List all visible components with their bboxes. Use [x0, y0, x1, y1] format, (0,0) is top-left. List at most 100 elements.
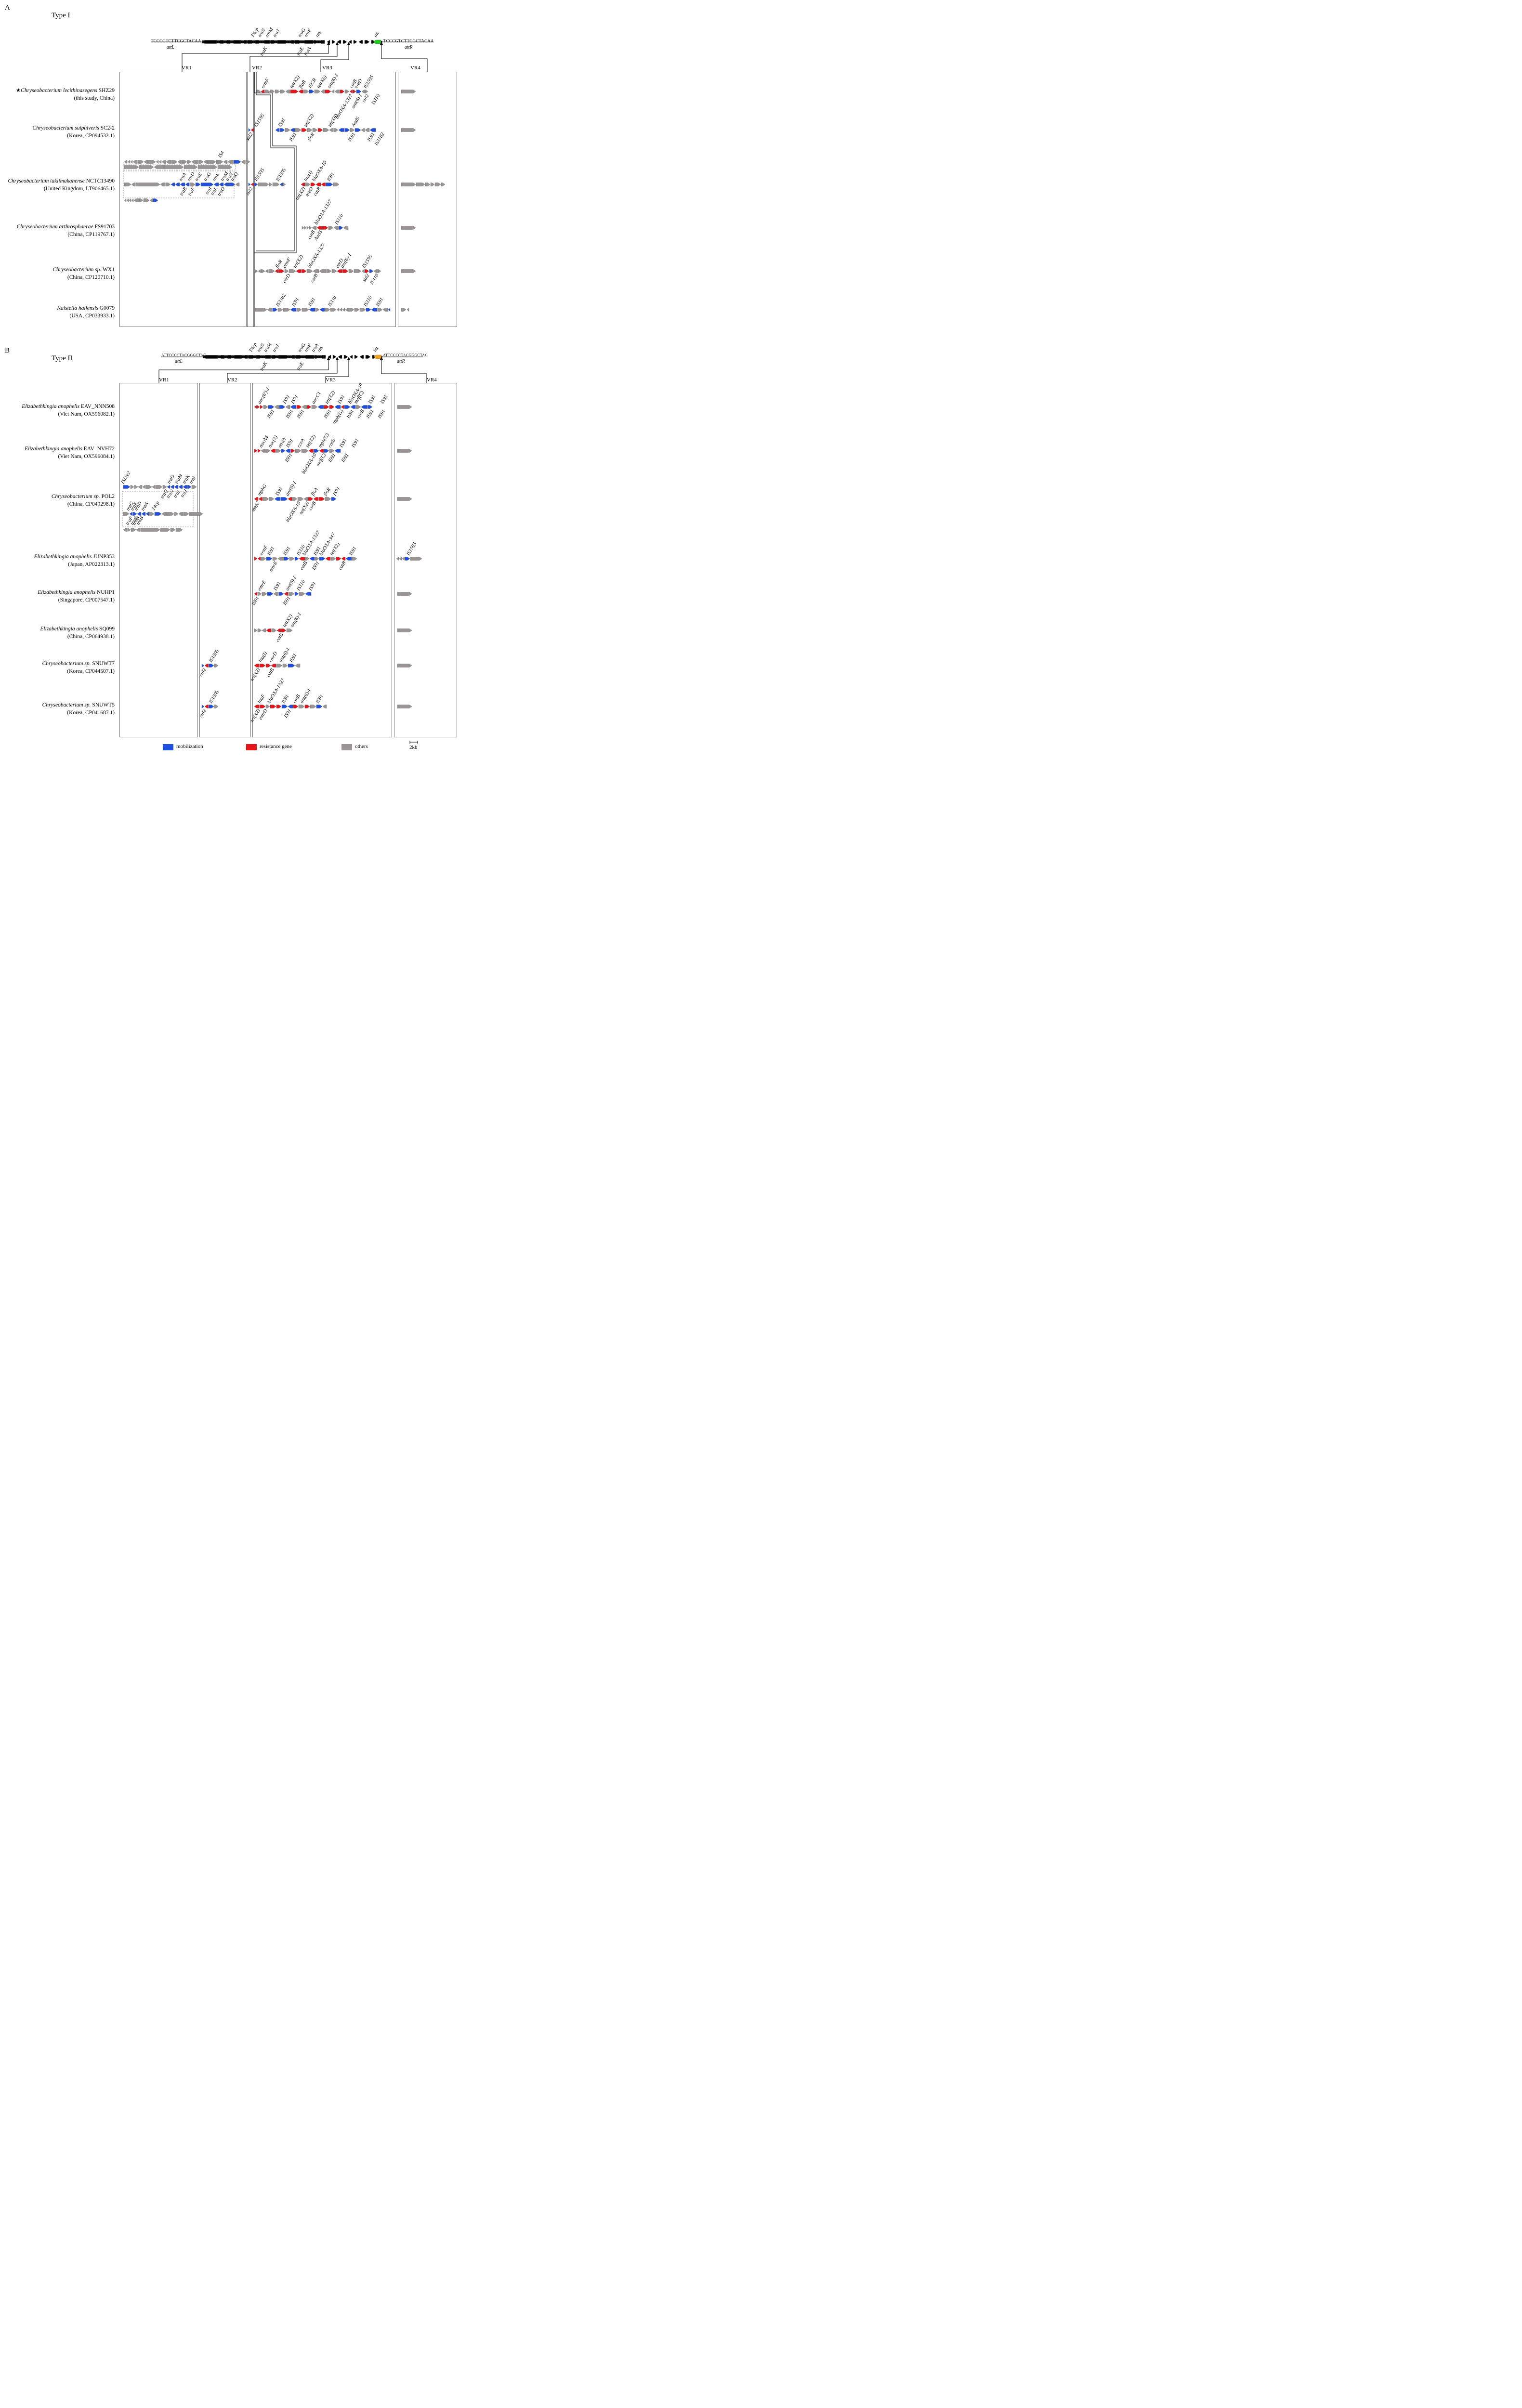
gene-label: traJ [180, 488, 189, 498]
gene-arrow [174, 485, 179, 489]
gene-arrow [178, 512, 184, 516]
gene-arrow [264, 90, 270, 93]
gene-arrow [330, 308, 337, 312]
gene-arrow [281, 705, 288, 708]
attr-label: attR [397, 359, 405, 364]
gene-arrow [303, 497, 308, 501]
gene-label: IS91 [337, 394, 346, 405]
gene-arrow [272, 557, 278, 561]
gene-arrow [378, 269, 381, 273]
dashed-segment-box [122, 491, 194, 527]
gene-arrow [309, 557, 315, 561]
gene-arrow [241, 40, 247, 44]
organism-label: Elizabethkingia anophelis EAV_NNN508 (Vie… [22, 404, 115, 417]
backbone-gene-label: T4cp [248, 342, 258, 353]
gene-label: IS91 [348, 546, 358, 557]
gene-arrow [289, 40, 294, 44]
gene-arrow [284, 592, 289, 596]
gene-arrow [262, 40, 270, 44]
gene-arrow [401, 90, 416, 93]
gene-arrow [341, 405, 344, 409]
gene-arrow [183, 485, 187, 489]
attl-label: attL [175, 359, 183, 364]
gene-arrow [278, 355, 289, 359]
gene-arrow [306, 226, 309, 230]
gene-arrow [396, 557, 399, 561]
gene-label: ereD [304, 186, 314, 197]
gene-label: IS91 [266, 409, 276, 420]
gene-arrow [416, 183, 425, 186]
gene-arrow [397, 449, 412, 453]
vr4-box [398, 72, 457, 327]
organism-label: Chryseobacterium sp. POL2 (China, CP04929… [51, 494, 115, 507]
gene-arrow [257, 405, 260, 409]
connector-arrow [336, 357, 339, 360]
gene-label: AadS [351, 116, 361, 128]
vr2-box [199, 383, 251, 737]
gene-arrow [317, 405, 324, 409]
gene-arrow [133, 198, 139, 202]
gene-label: IS91 [323, 409, 332, 420]
gene-arrow [373, 354, 382, 359]
gene-arrow [223, 183, 229, 186]
gene-arrow [171, 160, 178, 164]
gene-arrow [310, 705, 316, 708]
gene-arrow [301, 183, 305, 186]
gene-arrow [261, 269, 265, 273]
connector-arrow [380, 357, 383, 360]
gene-label: IS4 [217, 150, 226, 159]
gene-label: IS91 [282, 596, 291, 607]
gene-arrow [405, 557, 410, 561]
gene-arrow [349, 90, 353, 93]
gene-arrow [130, 160, 133, 164]
gene-arrow [203, 355, 218, 359]
gene-label: ISCR [307, 77, 318, 90]
gene-arrow [309, 308, 315, 312]
gene-arrow [364, 40, 370, 44]
gene-arrow [149, 512, 155, 516]
gene-arrow [123, 512, 130, 516]
gene-arrow [288, 497, 292, 501]
gene-arrow [278, 592, 284, 596]
gene-arrow [285, 90, 290, 93]
gene-arrow [290, 405, 297, 409]
gene-arrow [365, 355, 371, 359]
gene-arrow [325, 497, 331, 501]
gene-arrow [315, 557, 319, 561]
gene-arrow [254, 628, 258, 632]
gene-arrow [322, 226, 328, 230]
gene-arrow [156, 160, 159, 164]
gene-arrow [209, 705, 214, 708]
gene-label: IS91 [345, 409, 355, 420]
gene-label: ant(6)-I [299, 688, 312, 705]
gene-label: sul2 [198, 667, 208, 677]
gene-arrow [139, 198, 144, 202]
gene-arrow [278, 269, 285, 273]
gene-arrow [284, 557, 289, 561]
gene-arrow [302, 308, 309, 312]
gene-label: mph(G) [332, 408, 345, 425]
gene-label: IS110 [327, 295, 338, 308]
gene-arrow [139, 165, 154, 169]
gene-arrow [355, 405, 361, 409]
gene-label: ant(6)-I [285, 481, 298, 497]
gene-label: IS1595 [361, 254, 374, 270]
gene-arrow [130, 485, 134, 489]
gene-label: IS91 [275, 486, 284, 497]
gene-arrow [191, 485, 197, 489]
gene-arrow [331, 40, 336, 44]
gene-arrow [279, 405, 286, 409]
gene-arrow [276, 628, 281, 632]
gene-arrow [162, 485, 167, 489]
gene-arrow [270, 40, 277, 44]
gene-label: tet(X2) [324, 390, 336, 405]
gene-arrow [254, 705, 260, 708]
gene-arrow [336, 308, 340, 312]
gene-label: IS1595 [275, 168, 288, 183]
gene-arrow [311, 405, 318, 409]
gene-label: catB [310, 273, 319, 284]
gene-arrow [330, 557, 336, 561]
gene-arrow [315, 308, 320, 312]
gene-arrow [197, 165, 218, 169]
gene-label: IS91 [365, 409, 375, 420]
